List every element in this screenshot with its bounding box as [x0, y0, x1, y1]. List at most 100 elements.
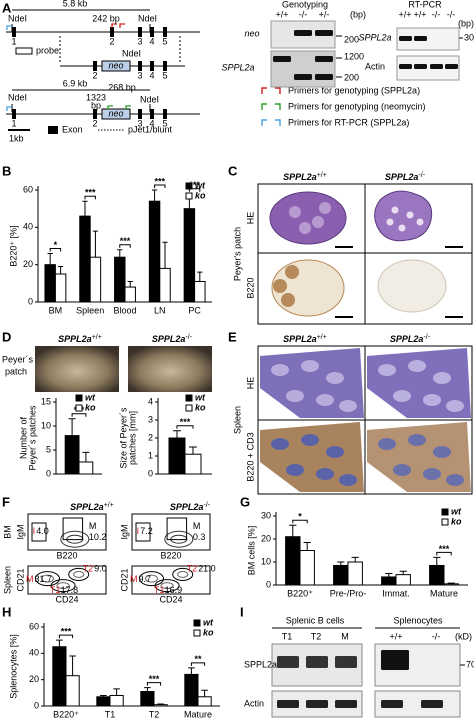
- y-axis-label: Splenocytes [%]: [8, 634, 18, 699]
- legend-swatch: [441, 508, 449, 516]
- bar: [89, 256, 102, 303]
- gene: SPPL2a: [385, 172, 419, 182]
- y-tick-label: 2: [148, 432, 153, 442]
- exon-label: 4: [149, 36, 154, 46]
- y-tick-label: 0: [28, 296, 33, 306]
- x-tick-label: Mature: [184, 709, 212, 719]
- tissue-detail: [286, 464, 304, 476]
- exon: [12, 27, 16, 37]
- axis-label: IgM: [119, 524, 129, 539]
- y-tick-label: 0: [34, 700, 39, 710]
- exon-label: 3: [137, 36, 142, 46]
- row-label: neo: [244, 28, 259, 38]
- neo-label: neo: [108, 60, 123, 70]
- tissue-detail: [423, 394, 441, 406]
- exon: [150, 27, 154, 37]
- exon: [12, 109, 16, 119]
- tissue-detail: [299, 222, 311, 234]
- lane-label: T1: [282, 631, 293, 641]
- gate-name: M: [130, 574, 138, 584]
- legend-swatch: [193, 629, 201, 637]
- genotype-header: SPPL2a-/-: [390, 334, 431, 345]
- genotype: +/+: [104, 502, 114, 509]
- gate-name: T1: [50, 586, 60, 596]
- gene: SPPL2a: [70, 502, 104, 512]
- exon-label: 2: [109, 36, 114, 46]
- exon: [138, 109, 142, 119]
- gate: [172, 567, 194, 581]
- significance-bracket: [176, 425, 194, 429]
- gel-band: [381, 700, 403, 708]
- significance-bracket: [119, 244, 131, 248]
- scale-label: 1kb: [9, 133, 24, 143]
- y-axis-label: Number of: [18, 417, 28, 460]
- primer-arrow: [111, 23, 117, 28]
- error-bar: [197, 271, 203, 282]
- error-bar: [385, 573, 393, 577]
- genotype: +/+: [92, 334, 102, 341]
- error-bar: [100, 694, 107, 697]
- y-tick-label: 60: [29, 621, 39, 631]
- gate-value: 7.2: [140, 526, 153, 536]
- gel-title: Genotyping: [282, 0, 328, 9]
- significance-bracket: [58, 634, 74, 639]
- tissue-detail: [446, 474, 464, 486]
- gel-band: [430, 64, 443, 69]
- tissue-detail: [301, 360, 319, 372]
- legend-swatch: [185, 192, 193, 200]
- tissue-image: [377, 259, 447, 313]
- significance-label: ***: [149, 674, 160, 684]
- lane-label: -/-: [447, 9, 456, 19]
- gate-name: M: [193, 521, 201, 531]
- genotype: +/+: [317, 334, 327, 341]
- significance-bracket: [49, 247, 62, 252]
- exon-label: 3: [137, 70, 142, 80]
- gate: [62, 517, 84, 541]
- gel-band: [294, 30, 312, 36]
- error-bar: [68, 418, 76, 436]
- bar: [443, 583, 459, 586]
- gel-band: [414, 64, 427, 69]
- key-label: Exon: [62, 124, 83, 134]
- significance-label: *: [54, 240, 58, 250]
- panel-label: F: [2, 494, 10, 509]
- x-tick-label: LN: [154, 305, 166, 315]
- panel-label: I: [240, 604, 244, 619]
- gel-band: [315, 74, 333, 80]
- error-bar: [201, 689, 208, 697]
- genotype-header: SPPL2a-/-: [170, 502, 211, 513]
- significance-label: ***: [120, 236, 131, 246]
- neo-cassette: [101, 108, 131, 120]
- genotype: +/+: [317, 172, 327, 179]
- y-tick-label: 30: [261, 510, 271, 520]
- primer-label: Primers for genotyping (neomycin): [288, 101, 426, 111]
- tissue-detail: [316, 394, 334, 406]
- error-bar: [447, 582, 455, 584]
- error-bar: [113, 688, 120, 696]
- significance-bracket: [71, 413, 87, 417]
- tissue-detail: [301, 434, 319, 446]
- gel-band: [315, 30, 333, 36]
- genotype: -/-: [203, 502, 210, 509]
- legend-label: ko: [195, 190, 206, 200]
- stain-label: B220: [245, 277, 255, 298]
- gel-band: [315, 56, 333, 62]
- tissue-detail: [273, 279, 287, 293]
- tissue-image: [367, 422, 471, 492]
- flow-plot: [27, 513, 107, 551]
- size-label: 6.9 kb: [63, 78, 88, 88]
- site-label: NdeI: [122, 48, 141, 58]
- significance-bracket: [146, 682, 162, 686]
- significance-bracket: [292, 519, 308, 524]
- error-bar: [433, 556, 441, 566]
- bar: [299, 550, 315, 586]
- y-tick-label: 1: [148, 450, 153, 460]
- significance-label: ***: [180, 417, 191, 427]
- significance-bracket: [188, 188, 201, 192]
- bar: [96, 696, 111, 707]
- axis-label: IgM: [15, 524, 25, 539]
- exon-label: 4: [149, 70, 154, 80]
- key-label: pJet1/blunt: [128, 124, 173, 134]
- tissue-detail: [393, 390, 411, 402]
- y-tick-label: 3: [148, 414, 153, 424]
